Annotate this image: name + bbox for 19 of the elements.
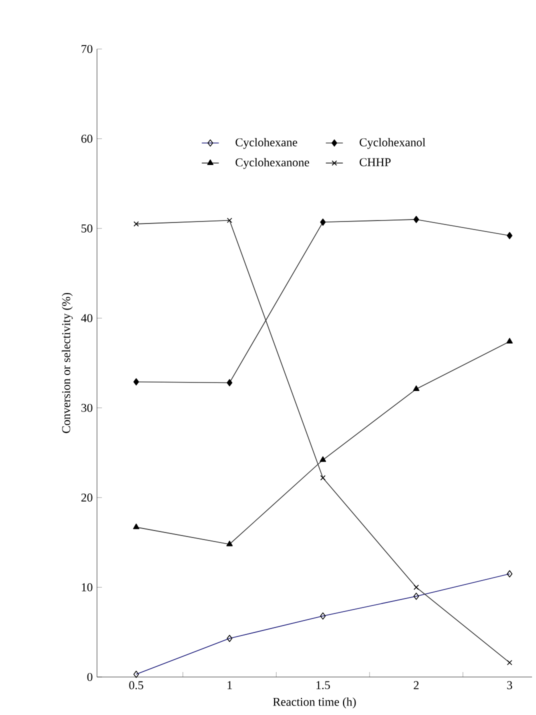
y-tick-label: 60	[81, 134, 92, 143]
y-tick-label: 40	[81, 314, 92, 322]
y-tick-label: 30	[81, 404, 92, 412]
x-tick-label: 2	[414, 681, 419, 690]
legend-label: CHHP	[360, 158, 391, 166]
x-tick-label: 1	[228, 681, 232, 690]
x-tick-label: 0.5	[129, 681, 144, 690]
legend-label: Cyclohexanone	[236, 158, 310, 169]
y-axis-title: Conversion or selectivity (%)	[62, 292, 73, 434]
legend-label: Cyclohexanol	[360, 138, 426, 149]
y-tick-label: 20	[81, 494, 92, 502]
x-tick-label: 3	[507, 681, 512, 690]
y-tick-label: 70	[82, 44, 92, 54]
x-axis-title: Reaction time (h)	[273, 697, 356, 708]
y-tick-label: 0	[87, 672, 92, 682]
y-tick-label: 10	[82, 583, 92, 592]
legend-label: Cyclohexane	[236, 138, 298, 149]
x-tick-label: 1.5	[316, 681, 330, 690]
y-tick-label: 50	[82, 224, 92, 232]
